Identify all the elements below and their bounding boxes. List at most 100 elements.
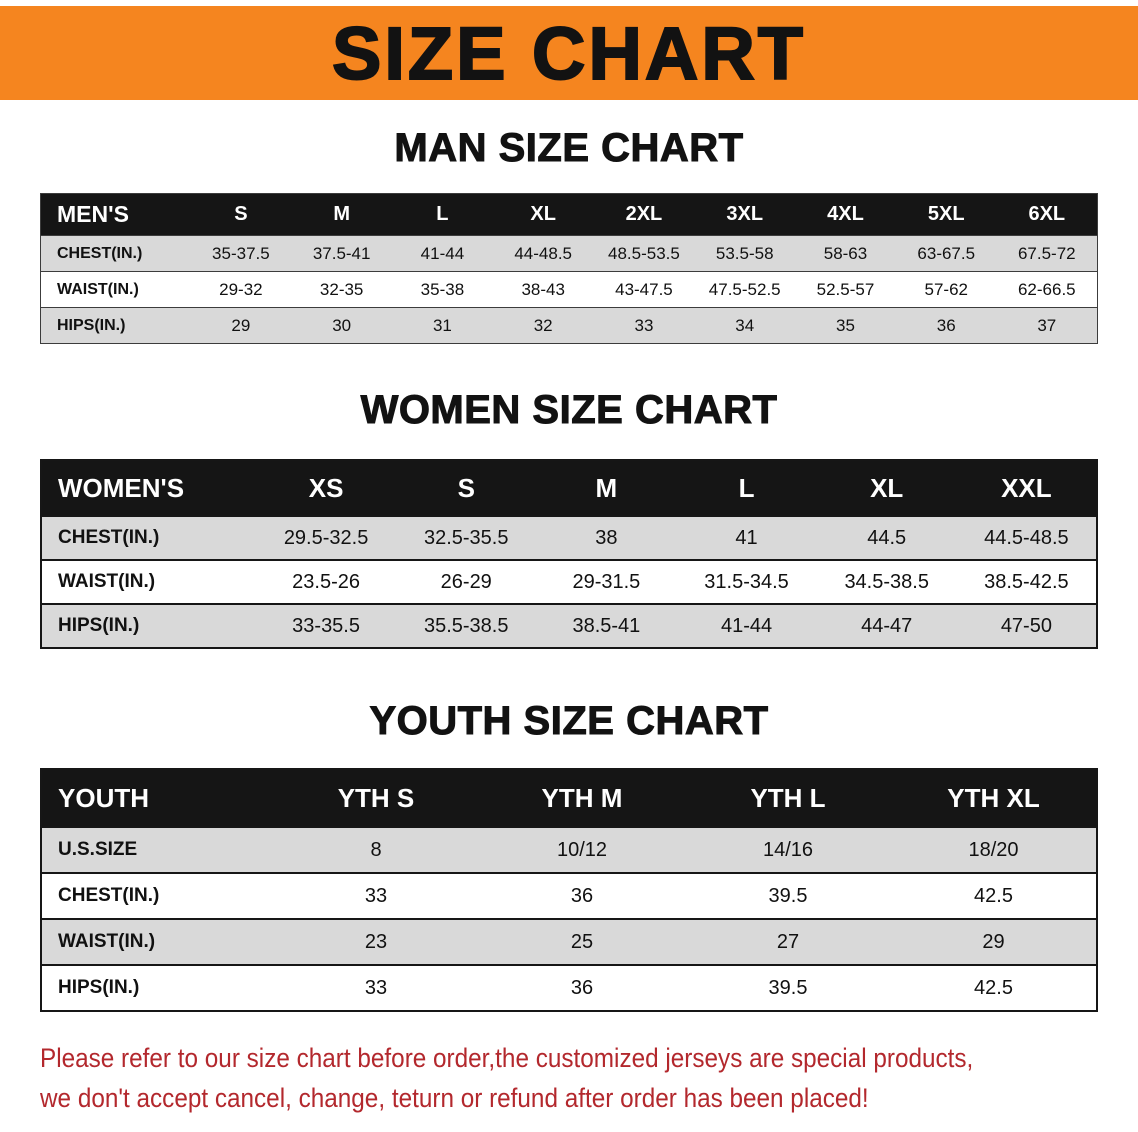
size-header-cell: 5XL (895, 193, 997, 236)
table-title-cell: MEN'S (40, 193, 191, 236)
measurement-value-cell: 29 (231, 315, 251, 335)
size-header-cell: M (291, 193, 393, 236)
size-header-cell: YTH XL (891, 769, 1097, 827)
measurement-value-cell: 39.5 (768, 884, 808, 907)
measurement-value-cell: 44-48.5 (514, 243, 573, 263)
measurement-value-cell: 31 (432, 315, 452, 335)
measurement-value-cell: 37 (1037, 315, 1057, 335)
women-section-heading: WOMEN SIZE CHART (360, 388, 778, 433)
measurement-value-cell: 35-38 (420, 279, 465, 299)
measurement-value-cell: 36 (570, 976, 594, 999)
measurement-value-cell: 48.5-53.5 (608, 243, 680, 263)
size-header-cell: 3XL (694, 193, 796, 236)
size-header-cell: YTH M (479, 769, 685, 827)
size-header-cell: L (392, 193, 493, 236)
size-header-cell: L (676, 460, 817, 516)
table-row: CHEST(IN.) 33 36 39.5 42.5 (41, 873, 1097, 919)
measurement-value-cell: 23 (364, 930, 388, 953)
measurement-value-cell: 38.5-42.5 (984, 570, 1069, 593)
measurement-label-cell: WAIST(IN.) (58, 571, 156, 592)
measurement-value-cell: 41-44 (720, 614, 773, 637)
table-row: WAIST(IN.) 29-32 32-35 35-38 38-43 43-47.5 47.… (40, 271, 1098, 308)
measurement-value-cell: 42.5 (974, 976, 1013, 999)
measurement-value-cell: 25 (570, 930, 594, 953)
measurement-label-cell: HIPS(IN.) (58, 615, 140, 636)
measurement-value-cell: 58-63 (823, 243, 868, 263)
table-title-cell: WOMEN'S (41, 460, 256, 516)
table-header-row: WOMEN'S XS S M L XL XXL (41, 460, 1097, 516)
measurement-value-cell: 33-35.5 (292, 614, 360, 637)
table-row: HIPS(IN.) 29 30 31 32 33 34 35 36 37 (40, 307, 1098, 344)
measurement-value-cell: 44-47 (861, 614, 913, 637)
size-header-cell: XS (256, 460, 397, 516)
measurement-value-cell: 35-37.5 (212, 243, 270, 263)
measurement-label-cell: HIPS(IN.) (58, 977, 140, 998)
table-row: HIPS(IN.) 33 36 39.5 42.5 (41, 965, 1097, 1011)
measurement-value-cell: 33 (634, 315, 654, 335)
measurement-value-cell: 23.5-26 (292, 570, 360, 593)
size-header-cell: M (536, 460, 677, 516)
size-header-cell: XL (816, 460, 957, 516)
measurement-label-cell: CHEST(IN.) (57, 244, 143, 262)
measurement-label-cell: WAIST(IN.) (58, 931, 156, 952)
table-row: CHEST(IN.) 35-37.5 37.5-41 41-44 44-48.5 48.5… (40, 235, 1098, 272)
table-row: WAIST(IN.) 23 25 27 29 (41, 919, 1097, 965)
size-header-cell: YTH L (685, 769, 891, 827)
measurement-value-cell: 33 (364, 976, 388, 999)
measurement-value-cell: 44.5 (867, 526, 907, 549)
measurement-value-cell: 30 (332, 315, 352, 335)
measurement-value-cell: 37.5-41 (312, 243, 371, 263)
measurement-value-cell: 29.5-32.5 (283, 526, 369, 549)
measurement-value-cell: 32 (533, 315, 553, 335)
table-row: WAIST(IN.) 23.5-26 26-29 29-31.5 31.5-34.5 34… (41, 560, 1097, 604)
measurement-value-cell: 38 (595, 526, 618, 549)
measurement-value-cell: 62-66.5 (1017, 279, 1076, 299)
measurement-value-cell: 29-32 (219, 279, 263, 299)
measurement-label-cell: WAIST(IN.) (57, 280, 139, 298)
measurement-value-cell: 27 (776, 930, 800, 953)
size-header-cell: S (396, 460, 537, 516)
measurement-value-cell: 32-35 (319, 279, 364, 299)
table-header-row: MEN'S S M L XL 2XL 3XL 4XL 5XL 6XL (40, 193, 1098, 236)
measurement-value-cell: 38-43 (521, 279, 565, 299)
size-chart-banner: SIZE CHART (0, 6, 1138, 100)
measurement-value-cell: 10/12 (556, 838, 608, 861)
measurement-value-cell: 29-31.5 (572, 570, 641, 593)
measurement-value-cell: 63-67.5 (917, 243, 976, 263)
measurement-value-cell: 42.5 (974, 884, 1013, 907)
youth-size-table: YOUTH YTH S YTH M YTH L YTH XL U.S.SIZE 8 10/12… (40, 768, 1098, 1012)
measurement-value-cell: 14/16 (762, 838, 814, 861)
youth-section-heading: YOUTH SIZE CHART (369, 699, 769, 744)
measurement-label-cell: U.S.SIZE (58, 839, 138, 860)
measurement-value-cell: 57-62 (924, 279, 968, 299)
measurement-value-cell: 47-50 (1000, 614, 1052, 637)
measurement-value-cell: 43-47.5 (615, 279, 673, 299)
size-header-cell: XL (492, 193, 594, 236)
table-row: HIPS(IN.) 33-35.5 35.5-38.5 38.5-41 41-44 44-… (41, 604, 1097, 648)
men-section-heading: MAN SIZE CHART (394, 126, 744, 171)
youth-size-section: YOUTH SIZE CHART YOUTH YTH S YTH M YTH L YTH… (0, 699, 1138, 1012)
measurement-value-cell: 52.5-57 (816, 279, 875, 299)
measurement-value-cell: 39.5 (768, 976, 808, 999)
size-header-cell: 4XL (795, 193, 896, 236)
disclaimer-line-2: we don't accept cancel, change, teturn o… (40, 1083, 869, 1113)
women-size-section: WOMEN SIZE CHART WOMEN'S XS S M L XL XXL CHEST(… (0, 388, 1138, 649)
size-header-cell: YTH S (273, 769, 479, 827)
size-header-cell: XXL (956, 460, 1097, 516)
size-header-cell: 6XL (996, 193, 1098, 236)
table-row: U.S.SIZE 8 10/12 14/16 18/20 (41, 827, 1097, 873)
measurement-label-cell: CHEST(IN.) (58, 885, 160, 906)
measurement-value-cell: 67.5-72 (1017, 243, 1076, 263)
disclaimer-line-1: Please refer to our size chart before or… (40, 1043, 974, 1073)
table-header-row: YOUTH YTH S YTH M YTH L YTH XL (41, 769, 1097, 827)
measurement-label-cell: CHEST(IN.) (58, 527, 160, 548)
measurement-value-cell: 32.5-35.5 (423, 526, 509, 549)
table-title-cell: YOUTH (41, 769, 273, 827)
measurement-value-cell: 18/20 (968, 838, 1019, 861)
measurement-label-cell: HIPS(IN.) (57, 316, 126, 334)
measurement-value-cell: 8 (370, 838, 382, 861)
men-size-table: MEN'S S M L XL 2XL 3XL 4XL 5XL 6XL CHEST(IN.) 35-37… (40, 193, 1098, 344)
measurement-value-cell: 36 (936, 315, 956, 335)
measurement-value-cell: 34 (735, 315, 755, 335)
page-title: SIZE CHART (331, 11, 806, 96)
